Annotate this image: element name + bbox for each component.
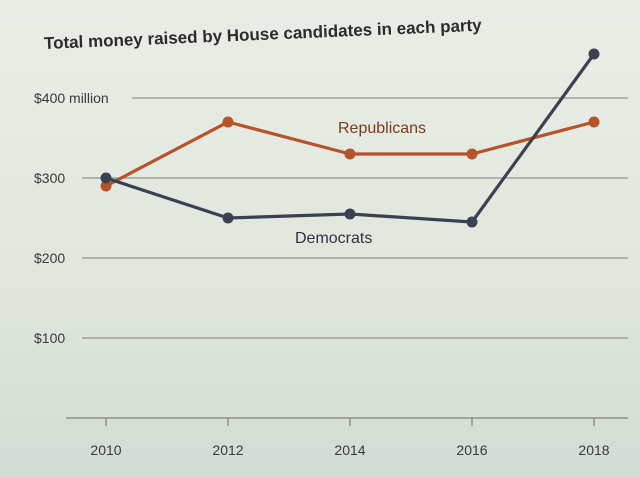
data-point-republicans xyxy=(344,148,356,160)
label-layer: Republicans Democrats xyxy=(295,120,426,247)
data-point-democrats xyxy=(344,208,356,220)
x-tick-label: 2016 xyxy=(456,442,487,458)
x-tick-label: 2014 xyxy=(334,442,365,458)
data-point-democrats xyxy=(222,212,234,224)
data-point-republicans xyxy=(588,116,600,128)
y-tick-label: $400 million xyxy=(34,90,109,106)
x-tick-label: 2018 xyxy=(578,442,609,458)
data-point-democrats xyxy=(466,216,478,228)
x-tick-label: 2010 xyxy=(90,442,121,458)
y-tick-label: $100 xyxy=(34,330,65,346)
data-point-republicans xyxy=(466,148,478,160)
x-tick-label: 2012 xyxy=(212,442,243,458)
data-point-republicans xyxy=(100,180,112,192)
data-point-democrats xyxy=(100,172,112,184)
data-point-republicans xyxy=(222,116,234,128)
tick-layer: $100 $200 $300 $400 million 2010 2012 2014 2016… xyxy=(34,90,610,458)
data-point-democrats xyxy=(588,48,600,60)
y-tick-label: $200 xyxy=(34,250,65,266)
point-layer xyxy=(100,48,600,228)
series-line-democrats xyxy=(105,53,596,224)
series-label-republicans: Republicans xyxy=(338,120,426,137)
y-tick-label: $300 xyxy=(34,170,65,186)
grid-layer xyxy=(66,97,628,426)
series-label-democrats: Democrats xyxy=(295,230,372,247)
line-layer xyxy=(105,53,596,224)
